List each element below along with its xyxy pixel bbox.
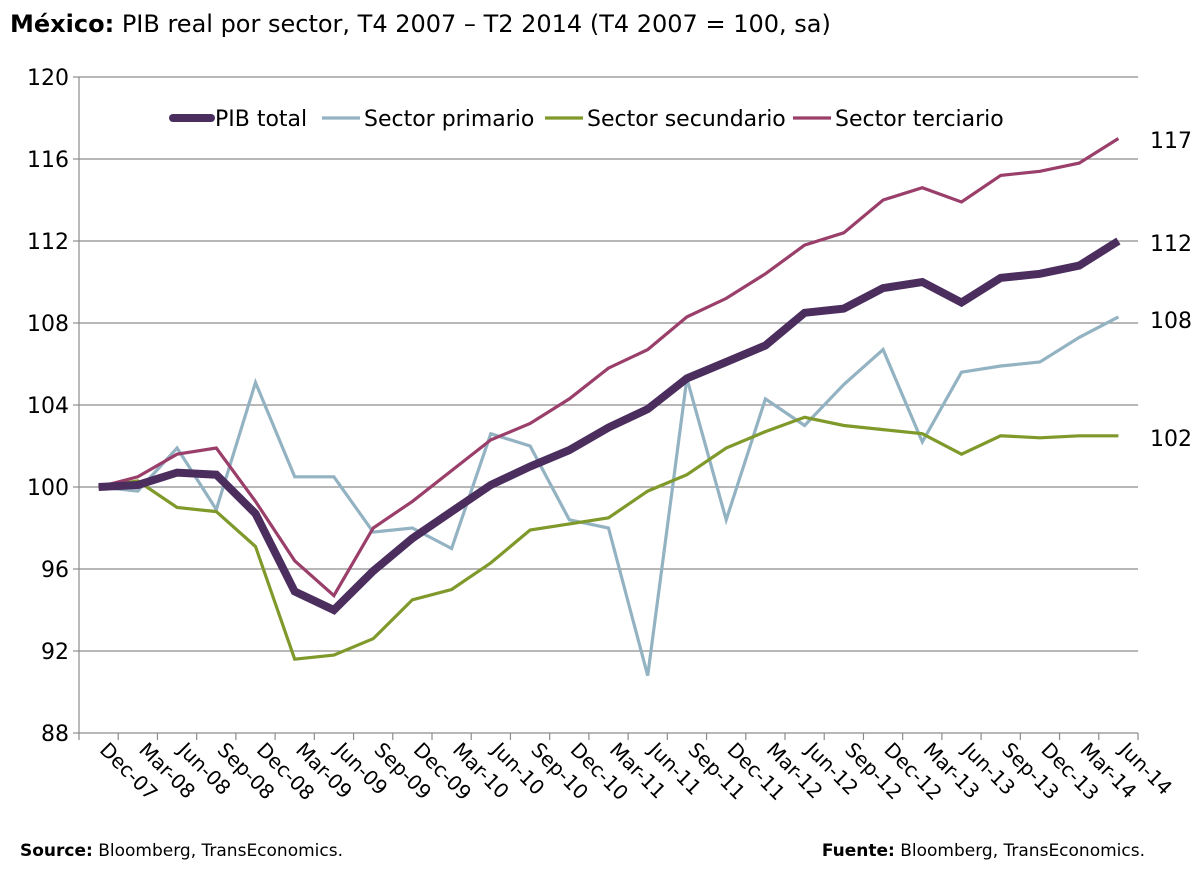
source-right-label: Fuente: xyxy=(821,841,895,861)
series-line-sector-terciario xyxy=(98,137,1120,599)
series-line-sector-primario xyxy=(98,315,1120,677)
source-right: Fuente: Bloomberg, TransEconomics. xyxy=(822,841,1145,861)
series-line-sector-secundario xyxy=(98,415,1119,661)
legend-label: Sector primario xyxy=(364,107,534,132)
end-value-label: 117 xyxy=(1150,129,1192,154)
y-tick-label: 116 xyxy=(27,148,69,173)
title-text: PIB real por sector, T4 2007 – T2 2014 (… xyxy=(114,10,831,38)
y-tick-label: 120 xyxy=(27,66,69,91)
legend-label: Sector terciario xyxy=(835,107,1004,132)
source-left: Source: Bloomberg, TransEconomics. xyxy=(20,841,343,861)
title-country: México: xyxy=(10,10,115,38)
y-tick-label: 96 xyxy=(41,558,69,583)
series-line-pib-total xyxy=(98,237,1121,615)
legend-label: Sector secundario xyxy=(587,107,786,132)
source-right-text: Bloomberg, TransEconomics. xyxy=(894,841,1145,861)
legend-label: PIB total xyxy=(215,107,307,132)
y-tick-label: 88 xyxy=(41,722,69,747)
y-tick-label: 104 xyxy=(27,394,69,419)
end-value-label: 112 xyxy=(1150,232,1192,257)
y-tick-label: 112 xyxy=(27,230,69,255)
source-left-label: Source: xyxy=(20,841,93,861)
end-value-label: 108 xyxy=(1150,309,1192,334)
source-left-text: Bloomberg, TransEconomics. xyxy=(92,841,343,861)
chart-title: México: PIB real por sector, T4 2007 – T… xyxy=(10,10,831,38)
y-tick-label: 108 xyxy=(27,312,69,337)
y-tick-label: 92 xyxy=(41,640,69,665)
y-tick-label: 100 xyxy=(27,476,69,501)
end-value-label: 102 xyxy=(1150,427,1192,452)
